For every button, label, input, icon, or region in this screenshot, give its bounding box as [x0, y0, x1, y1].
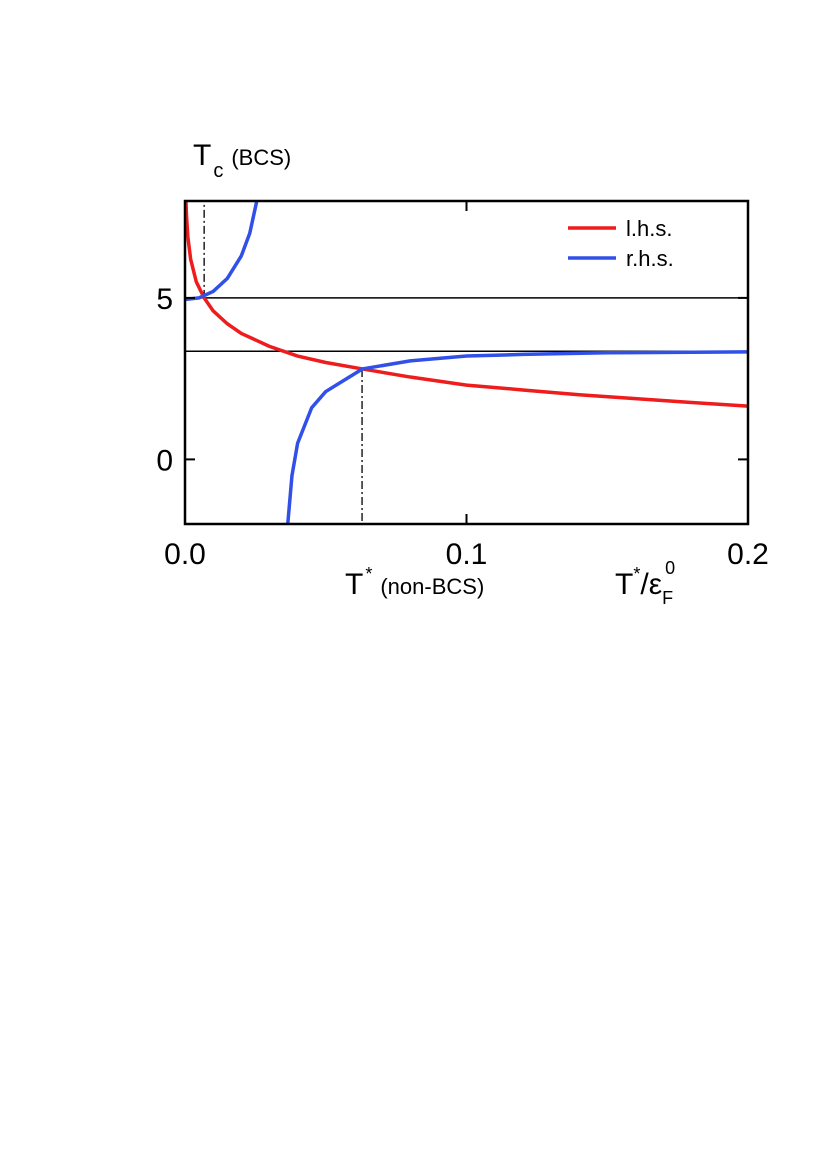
- line-series: [185, 201, 748, 408]
- legend-label: r.h.s.: [626, 246, 674, 271]
- y-tick-label: 0: [156, 444, 173, 477]
- series-group: [185, 201, 748, 524]
- legend-label: l.h.s.: [626, 216, 672, 241]
- x-annotation: T * (non-BCS): [345, 564, 484, 601]
- x-tick-label: 0.1: [446, 538, 488, 571]
- x-axis-label: T*/εF0: [615, 558, 675, 608]
- x-tick-label: 0.2: [727, 538, 769, 571]
- line-series: [185, 201, 748, 524]
- x-tick-label: 0.0: [164, 538, 206, 571]
- y-tick-label: 5: [156, 283, 173, 316]
